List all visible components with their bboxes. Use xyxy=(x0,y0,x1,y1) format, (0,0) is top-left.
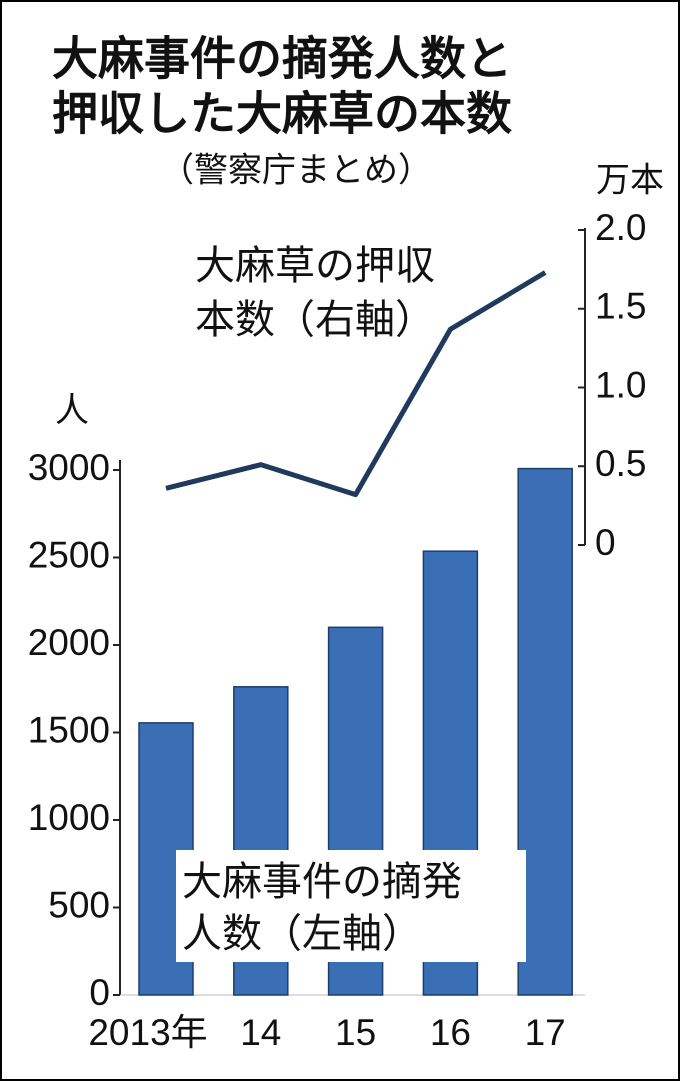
y2-axis-title: 万本 xyxy=(596,161,664,201)
bar xyxy=(517,467,573,996)
y-tick-label: 1500 xyxy=(28,709,110,750)
y-tick-label: 2500 xyxy=(28,534,110,575)
x-tick-label: 2013年 xyxy=(88,1012,207,1053)
series-label: 大麻事件の摘発 xyxy=(182,859,462,905)
series-label: 人数（左軸） xyxy=(182,911,422,957)
series-label: 本数（右軸） xyxy=(195,297,435,343)
x-tick-label: 17 xyxy=(525,1012,566,1053)
annotation-bg xyxy=(176,850,526,962)
y2-tick-label: 2.0 xyxy=(595,207,646,248)
y2-tick-label: 0.5 xyxy=(595,443,646,484)
chart-title: 大麻事件の摘発人数と xyxy=(52,32,512,86)
y-tick-label: 500 xyxy=(48,884,110,925)
y-tick-label: 2000 xyxy=(28,622,110,663)
chart-subtitle: （警察庁まとめ） xyxy=(160,151,432,191)
series-label: 大麻草の押収 xyxy=(195,243,435,289)
line xyxy=(165,270,547,498)
y-tick-label: 0 xyxy=(89,972,110,1013)
x-tick-label: 16 xyxy=(430,1012,471,1053)
y-tick-label: 3000 xyxy=(28,447,110,488)
x-tick-label: 14 xyxy=(240,1012,281,1053)
y-axis-title: 人 xyxy=(55,391,89,431)
y2-tick-label: 0 xyxy=(595,522,616,563)
y-tick-label: 1000 xyxy=(28,797,110,838)
x-tick-label: 15 xyxy=(335,1012,376,1053)
chart-title: 押収した大麻草の本数 xyxy=(52,87,512,141)
y2-tick-label: 1.5 xyxy=(595,286,646,327)
y2-tick-label: 1.0 xyxy=(595,364,646,405)
